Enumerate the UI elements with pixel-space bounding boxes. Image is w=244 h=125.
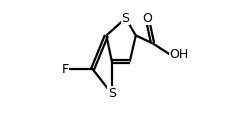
Text: F: F [61,63,69,76]
Text: S: S [122,12,130,25]
Text: O: O [142,12,152,25]
Text: S: S [108,87,116,100]
Text: OH: OH [169,48,189,61]
